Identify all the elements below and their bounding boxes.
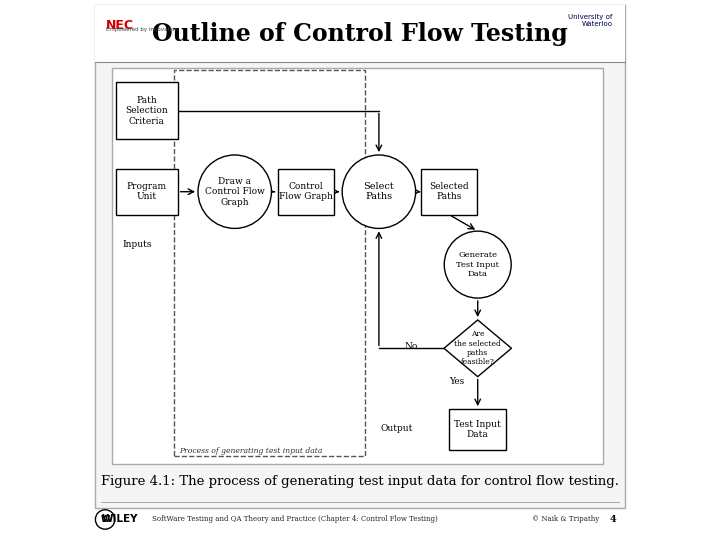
Text: Empowered by innovation: Empowered by innovation — [107, 27, 179, 32]
FancyBboxPatch shape — [95, 5, 625, 62]
Text: Selected
Paths: Selected Paths — [429, 182, 469, 201]
Text: University of
Waterloo: University of Waterloo — [568, 14, 613, 26]
Polygon shape — [444, 320, 511, 377]
Circle shape — [444, 231, 511, 298]
Text: No: No — [405, 342, 418, 351]
Text: SoftWare Testing and QA Theory and Practice (Chapter 4: Control Flow Testing): SoftWare Testing and QA Theory and Pract… — [153, 516, 438, 523]
Text: WILEY: WILEY — [102, 515, 138, 524]
Text: © Naik & Tripathy: © Naik & Tripathy — [531, 516, 599, 523]
FancyBboxPatch shape — [449, 409, 506, 449]
Text: Test Input
Data: Test Input Data — [454, 420, 501, 439]
Circle shape — [198, 155, 271, 228]
Text: 4: 4 — [610, 515, 616, 524]
FancyBboxPatch shape — [112, 68, 603, 464]
Text: Path
Selection
Criteria: Path Selection Criteria — [125, 96, 168, 126]
FancyBboxPatch shape — [95, 5, 625, 508]
Text: Yes: Yes — [449, 377, 464, 386]
Text: Draw a
Control Flow
Graph: Draw a Control Flow Graph — [204, 177, 265, 207]
FancyBboxPatch shape — [278, 168, 334, 214]
FancyBboxPatch shape — [420, 168, 477, 214]
Text: NEC: NEC — [107, 19, 134, 32]
Text: Control
Flow Graph: Control Flow Graph — [279, 182, 333, 201]
Text: Inputs: Inputs — [122, 240, 152, 248]
Text: Generate
Test Input
Data: Generate Test Input Data — [456, 252, 499, 278]
Text: W: W — [101, 515, 109, 524]
FancyBboxPatch shape — [116, 168, 178, 214]
FancyBboxPatch shape — [116, 82, 178, 139]
Text: Outline of Control Flow Testing: Outline of Control Flow Testing — [152, 22, 568, 46]
Text: Process of generating test input data: Process of generating test input data — [179, 447, 323, 455]
Text: Figure 4.1: The process of generating test input data for control flow testing.: Figure 4.1: The process of generating te… — [101, 475, 619, 488]
Text: Output: Output — [381, 424, 413, 433]
Text: Program
Unit: Program Unit — [127, 182, 167, 201]
Text: Are
the selected
paths
feasible?: Are the selected paths feasible? — [454, 330, 501, 366]
Text: Select
Paths: Select Paths — [364, 182, 395, 201]
Circle shape — [342, 155, 415, 228]
